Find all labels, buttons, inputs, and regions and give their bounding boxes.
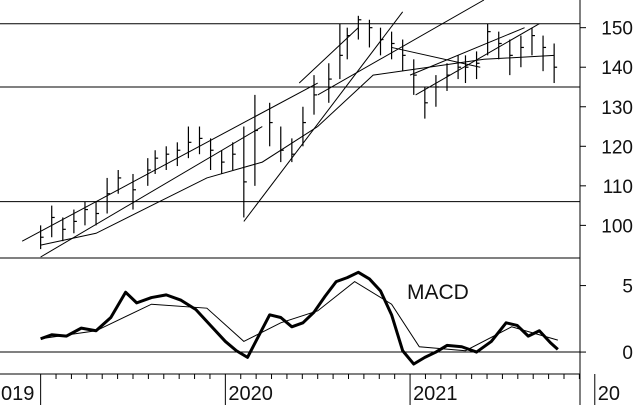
trend-line	[317, 0, 485, 96]
macd-signal-line	[40, 280, 558, 352]
price-y-tick-label: 140	[601, 58, 633, 79]
year-label: 20	[598, 383, 620, 405]
price-y-tick-label: 120	[601, 137, 633, 158]
moving-average-line	[40, 54, 555, 246]
trend-line	[21, 82, 318, 242]
macd-line	[40, 270, 559, 366]
year-label: 019	[1, 383, 34, 405]
price-y-tick-label: 130	[601, 98, 633, 119]
year-label: 2020	[228, 383, 273, 405]
trend-line	[40, 126, 263, 258]
macd-y-tick-label: 5	[622, 277, 633, 298]
price-y-tick-label: 110	[603, 177, 633, 198]
trend-line	[298, 27, 359, 84]
trend-line	[243, 11, 404, 222]
trend-line	[409, 27, 525, 76]
price-y-tick-label: 150	[601, 19, 633, 40]
year-label: 2021	[413, 383, 458, 405]
price-y-tick-label: 100	[601, 216, 633, 237]
macd-y-tick-label: 0	[622, 343, 633, 364]
macd-title: MACD	[407, 281, 469, 304]
